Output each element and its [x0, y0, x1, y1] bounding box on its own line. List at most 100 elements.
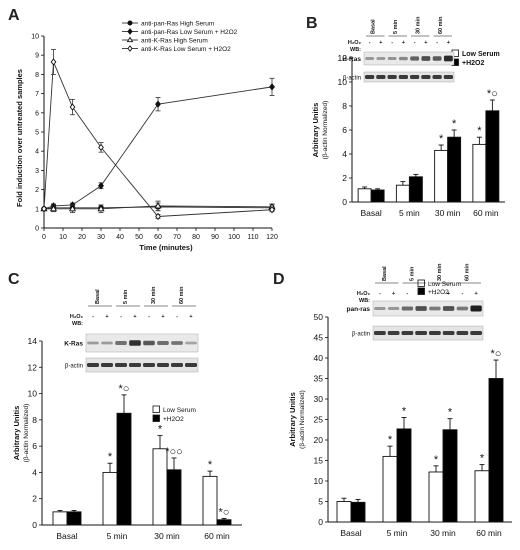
series-line — [43, 61, 273, 217]
x-tick-label: Basal — [360, 208, 381, 218]
x-tick-label: 70 — [173, 234, 181, 241]
blot-control-band — [387, 331, 400, 335]
bar — [428, 471, 444, 523]
data-point — [155, 100, 161, 108]
blot-treatment-sign: + — [475, 291, 478, 297]
y-tick-label: 6 — [32, 441, 37, 451]
significance-mark: * — [388, 434, 393, 446]
data-point — [41, 205, 47, 213]
bar — [474, 470, 490, 523]
bar — [166, 469, 182, 526]
y-tick-label: 7 — [35, 91, 39, 98]
legend-label: anti-K-Ras Low Serum + H2O2 — [141, 46, 231, 53]
blot-wb-label: WB: — [359, 298, 370, 304]
blot-target-band — [185, 341, 197, 345]
bar — [152, 448, 168, 526]
blot-lane-header: 30 min — [151, 286, 157, 304]
significance-mark: * — [434, 454, 439, 466]
panel-b-bar-chart: 0 2 4 6 8 10 12 Basal 5 min 30 min * * 60 min * *○ Arbi… — [311, 16, 505, 218]
y-tick-label: 35 — [314, 374, 324, 384]
blot-treatment-sign: - — [92, 314, 94, 320]
blot-lane-header: 60 min — [438, 16, 444, 34]
blot-lane-header: Basal — [370, 19, 376, 34]
bar — [52, 511, 68, 526]
data-point — [155, 212, 161, 221]
blot-lane-header: 60 min — [179, 286, 185, 304]
legend-label: Low Serum — [462, 51, 500, 58]
blot-target-band — [376, 57, 386, 60]
y-tick-label: 10 — [314, 476, 324, 486]
blot-control-band — [398, 75, 408, 79]
bar — [66, 511, 82, 526]
significance-mark: * — [439, 133, 444, 145]
y-axis-subtitle: (β-actin Normalized) — [23, 404, 30, 463]
blot-treatment-sign: + — [447, 291, 450, 297]
panel-label-c: C — [8, 271, 20, 288]
blot-control-band — [410, 75, 420, 79]
blot-treatment-sign: + — [420, 291, 423, 297]
series-3 — [41, 49, 275, 221]
bar — [357, 188, 372, 203]
significance-mark: *○ — [219, 506, 230, 518]
blot-control-band — [387, 75, 397, 79]
significance-mark: * — [158, 424, 163, 436]
significance-mark: * — [402, 405, 407, 417]
blot-treatment-sign: - — [379, 291, 381, 297]
blot-h2o2-label: H₂O₂ — [348, 40, 362, 46]
y-tick-label: 4 — [342, 149, 347, 159]
blot-target-band — [429, 306, 441, 311]
y-tick-label: 10 — [338, 77, 348, 87]
y-tick-label: 0 — [318, 517, 323, 527]
x-tick-label: 30 min — [430, 528, 456, 538]
bar — [485, 110, 500, 203]
blot-target-band — [101, 341, 113, 345]
blot-target-band — [387, 307, 400, 310]
panel-label-d: D — [273, 271, 285, 288]
blot-lane-header: 5 min — [393, 19, 399, 34]
y-tick-label: 3 — [35, 168, 39, 175]
blot-treatment-sign: + — [379, 40, 382, 46]
blot-treatment-sign: - — [434, 291, 436, 297]
significance-mark: * — [480, 453, 485, 465]
blot-control-band — [129, 363, 141, 367]
x-tick-label: 30 min — [435, 208, 461, 218]
legend-label: Low Serum — [163, 407, 196, 414]
significance-mark: *○ — [487, 88, 498, 100]
x-tick-label: 5 min — [107, 531, 128, 541]
significance-mark: * — [477, 125, 482, 137]
blot-control-strip — [363, 71, 455, 83]
blot-target-band — [374, 307, 386, 310]
blot-treatment-sign: - — [391, 40, 393, 46]
legend-label: anti-pan-Ras Low Serum + H2O2 — [141, 29, 238, 36]
blot-target-band — [401, 306, 414, 311]
x-tick-label: 80 — [192, 234, 200, 241]
blot-treatment-sign: - — [120, 314, 122, 320]
y-tick-label: 0 — [342, 197, 347, 207]
legend-label: anti-K-Ras High Serum — [141, 37, 208, 44]
data-point — [68, 205, 77, 212]
blot-treatment-sign: + — [105, 314, 108, 320]
bar — [116, 412, 132, 526]
blot-target-band — [365, 57, 375, 60]
blot-target-strip — [372, 300, 484, 317]
blot-lane-header: 30 min — [437, 263, 443, 281]
x-tick-label: Basal — [340, 528, 361, 538]
x-tick-label: Basal — [56, 531, 77, 541]
x-tick-label: 90 — [211, 234, 219, 241]
blot-treatment-sign: + — [402, 40, 405, 46]
blot-control-band — [432, 75, 442, 79]
data-point — [269, 206, 275, 214]
y-tick-label: 8 — [342, 101, 347, 111]
y-tick-label: 2 — [342, 173, 347, 183]
blot-target-band — [410, 56, 420, 61]
bar — [488, 378, 504, 523]
blot-target-band — [87, 341, 99, 345]
y-tick-label: 14 — [28, 336, 38, 346]
significance-mark: * — [208, 459, 213, 471]
legend-label: +H2O2 — [462, 60, 484, 67]
legend-label: +H2O2 — [163, 416, 184, 423]
blot-treatment-sign: - — [436, 40, 438, 46]
blot-treatment-sign: + — [447, 40, 450, 46]
y-tick-label: 6 — [342, 125, 347, 135]
